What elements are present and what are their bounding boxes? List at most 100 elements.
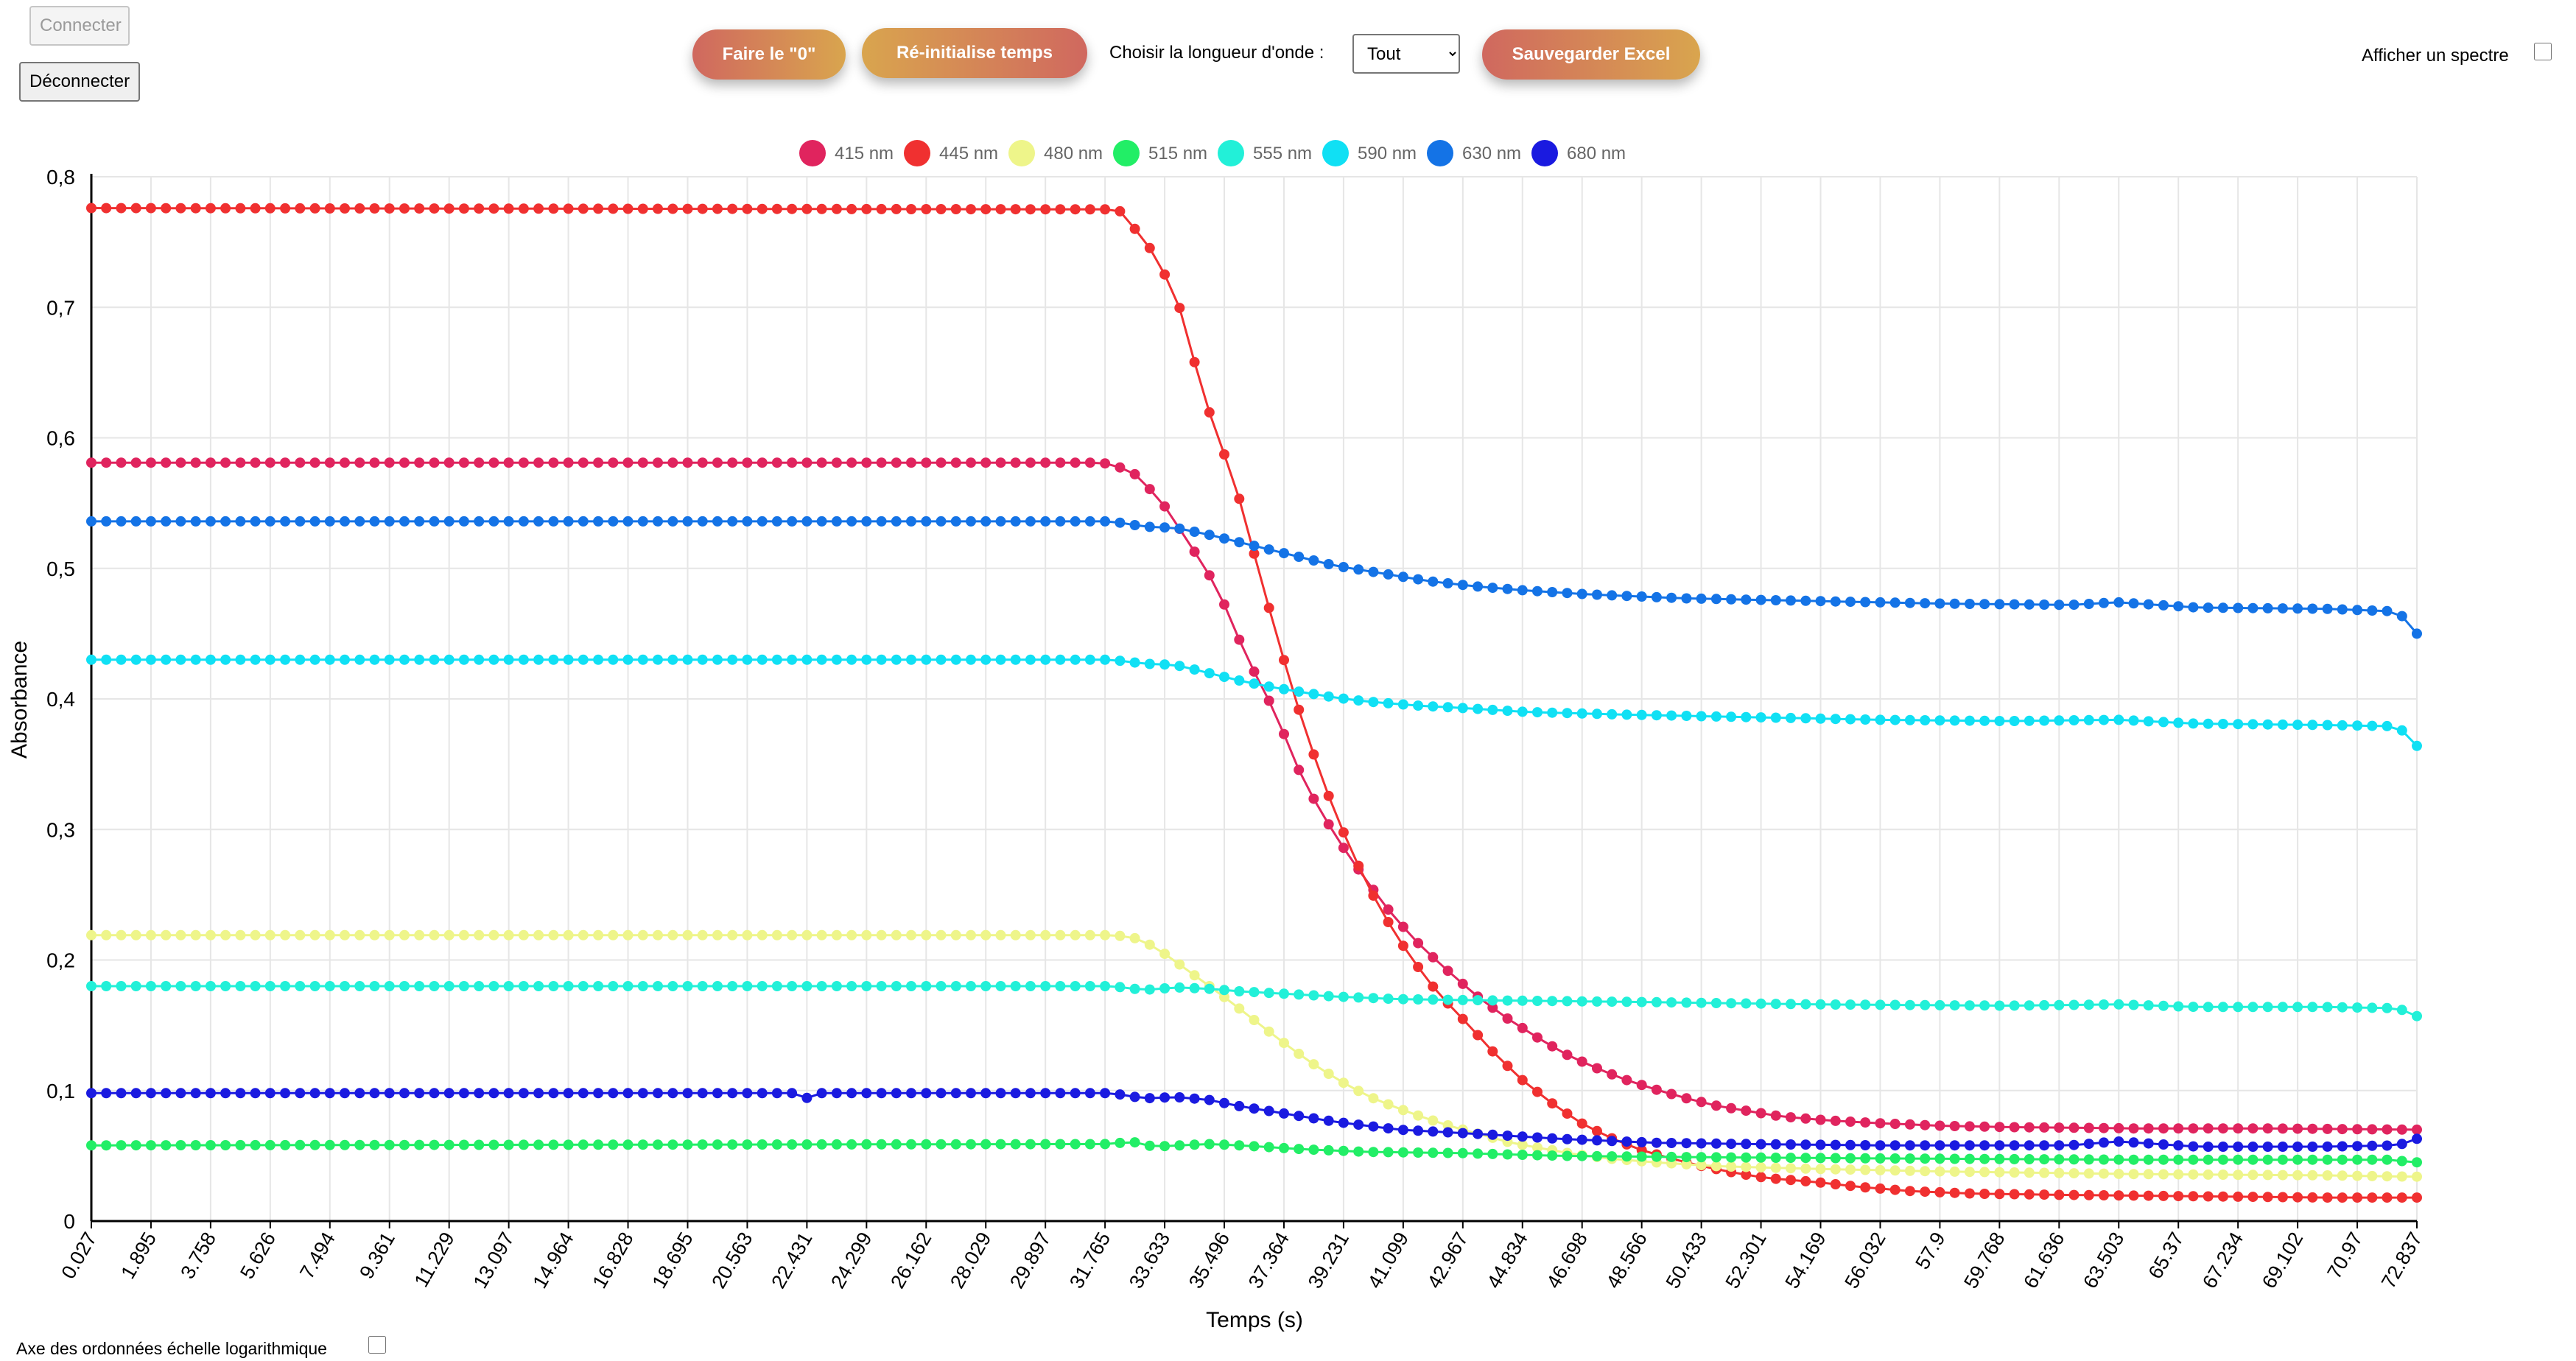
- data-point: [653, 1139, 663, 1150]
- data-point: [622, 654, 634, 665]
- data-point: [1040, 654, 1051, 665]
- data-point: [2009, 716, 2020, 726]
- data-point: [950, 929, 961, 940]
- data-point: [1294, 1111, 1305, 1122]
- legend-item[interactable]: 630 nm: [1427, 140, 1521, 166]
- data-point: [653, 1088, 663, 1099]
- log-axis-checkbox[interactable]: [368, 1336, 386, 1354]
- data-point: [682, 203, 693, 214]
- data-point: [906, 654, 916, 665]
- data-point: [1055, 929, 1066, 940]
- data-point: [1994, 1189, 2005, 1200]
- x-tick-label: 7.494: [295, 1228, 340, 1283]
- data-point: [1860, 1140, 1871, 1150]
- data-point: [2396, 1124, 2407, 1135]
- legend-item[interactable]: 590 nm: [1322, 140, 1417, 166]
- data-point: [474, 1139, 485, 1150]
- data-point: [1338, 1077, 1349, 1089]
- legend-swatch: [1531, 140, 1558, 166]
- data-point: [1234, 537, 1245, 548]
- data-point: [1204, 530, 1215, 541]
- data-point: [1532, 1142, 1543, 1153]
- x-tick-label: 52.301: [1721, 1228, 1770, 1293]
- wavelength-select[interactable]: Tout: [1352, 34, 1460, 74]
- data-point: [1397, 699, 1408, 710]
- data-point: [1413, 700, 1424, 711]
- data-point: [1741, 1152, 1752, 1163]
- data-point: [503, 1139, 514, 1150]
- data-point: [1323, 691, 1334, 702]
- data-point: [2188, 1169, 2199, 1180]
- zero-button[interactable]: Faire le "0": [692, 29, 846, 80]
- data-point: [443, 516, 455, 527]
- data-point: [250, 654, 261, 665]
- data-point: [682, 457, 693, 468]
- data-point: [2039, 1140, 2050, 1151]
- legend-label: 415 nm: [835, 144, 894, 163]
- data-point: [637, 457, 648, 468]
- data-point: [1741, 1170, 1752, 1180]
- data-point: [1129, 932, 1140, 943]
- data-point: [1875, 1153, 1886, 1164]
- data-point: [801, 516, 813, 527]
- legend-item[interactable]: 415 nm: [799, 140, 894, 166]
- data-point: [369, 981, 380, 991]
- data-point: [2099, 1190, 2109, 1200]
- reset-time-button[interactable]: Ré-initialise temps: [862, 28, 1087, 78]
- data-point: [1666, 710, 1677, 721]
- data-point: [503, 1088, 514, 1099]
- chart-legend[interactable]: 415 nm 445 nm 480 nm 515 nm 555 nm 590 nm 630 …: [799, 140, 1626, 166]
- data-point: [503, 929, 514, 940]
- data-point: [1428, 981, 1439, 992]
- data-point: [2382, 1140, 2393, 1151]
- data-point: [429, 457, 440, 468]
- data-point: [1383, 904, 1394, 915]
- data-point: [1696, 593, 1707, 604]
- legend-item[interactable]: 445 nm: [904, 140, 998, 166]
- legend-item[interactable]: 555 nm: [1218, 140, 1312, 166]
- legend-label: 680 nm: [1567, 144, 1626, 163]
- connect-button[interactable]: Connecter: [29, 6, 130, 46]
- data-point: [2396, 611, 2407, 622]
- data-point: [653, 929, 663, 940]
- x-tick-label: 28.029: [946, 1228, 995, 1293]
- legend-item[interactable]: 680 nm: [1531, 140, 1626, 166]
- data-point: [906, 981, 916, 991]
- data-point: [250, 457, 261, 468]
- legend-item[interactable]: 515 nm: [1113, 140, 1207, 166]
- data-point: [1726, 1161, 1737, 1172]
- data-point: [488, 203, 499, 214]
- data-point: [966, 1139, 976, 1150]
- data-point: [1800, 1113, 1811, 1124]
- data-point: [578, 981, 589, 991]
- data-point: [295, 1139, 306, 1150]
- data-point: [2173, 717, 2184, 728]
- data-point: [2128, 715, 2139, 726]
- data-point: [2247, 1123, 2259, 1134]
- data-point: [637, 981, 648, 991]
- data-point: [205, 1088, 216, 1099]
- data-point: [145, 1088, 156, 1099]
- data-point: [399, 516, 410, 527]
- data-point: [1010, 981, 1021, 991]
- data-point: [190, 929, 201, 940]
- data-point: [1949, 1153, 1960, 1164]
- data-point: [1562, 708, 1573, 719]
- data-point: [2054, 1167, 2065, 1178]
- series-line: [91, 207, 2417, 1199]
- data-point: [1010, 457, 1021, 468]
- data-point: [488, 654, 499, 665]
- legend-item[interactable]: 480 nm: [1008, 140, 1103, 166]
- data-point: [2292, 1154, 2303, 1165]
- spectrum-checkbox[interactable]: [2534, 43, 2552, 60]
- data-point: [205, 516, 216, 527]
- data-point: [1755, 1139, 1766, 1150]
- save-excel-button[interactable]: Sauvegarder Excel: [1482, 29, 1700, 80]
- data-point: [801, 1139, 813, 1150]
- data-point: [608, 457, 619, 468]
- data-point: [2382, 1154, 2393, 1165]
- data-point: [2367, 1170, 2378, 1181]
- disconnect-button[interactable]: Déconnecter: [19, 62, 140, 102]
- data-point: [443, 1139, 455, 1150]
- data-point: [1651, 710, 1662, 721]
